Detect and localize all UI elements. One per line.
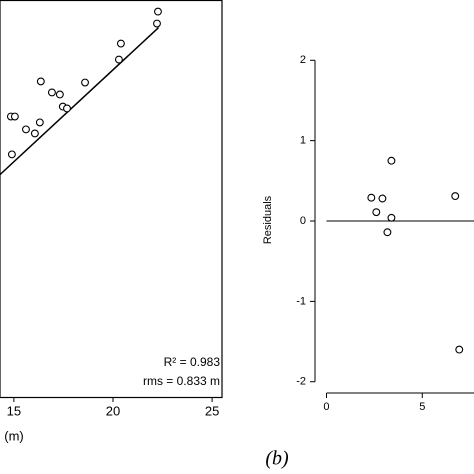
point bbox=[81, 78, 89, 87]
annotation: R² = 0.983 bbox=[164, 355, 221, 369]
x-tick-label: 20 bbox=[106, 403, 120, 418]
point bbox=[378, 194, 387, 203]
point bbox=[35, 118, 44, 127]
point bbox=[451, 192, 460, 201]
y-tick-label: 2 bbox=[300, 54, 306, 66]
point bbox=[154, 7, 162, 16]
point bbox=[7, 150, 16, 159]
point bbox=[47, 88, 56, 97]
point bbox=[10, 112, 19, 121]
annotation: rms = 0.833 m bbox=[143, 374, 220, 388]
point bbox=[153, 19, 161, 28]
point bbox=[387, 156, 396, 165]
x-tick-label: 5 bbox=[419, 401, 425, 413]
x-tick-label: 0 bbox=[323, 401, 329, 413]
y-axis-label: Residuals bbox=[262, 195, 274, 244]
point bbox=[114, 55, 123, 64]
point bbox=[30, 129, 39, 138]
x-tick-label: 25 bbox=[205, 403, 219, 418]
point bbox=[22, 125, 30, 134]
point bbox=[116, 39, 125, 48]
point bbox=[36, 77, 45, 86]
fit-line bbox=[0, 27, 160, 176]
point bbox=[455, 345, 464, 354]
point bbox=[63, 104, 71, 113]
caption: (b) bbox=[265, 448, 289, 470]
point bbox=[55, 90, 64, 99]
plot-frame bbox=[0, 0, 223, 399]
y-tick-label: 1 bbox=[300, 135, 306, 147]
point bbox=[367, 193, 376, 202]
point bbox=[383, 228, 392, 237]
point bbox=[372, 208, 381, 217]
point bbox=[387, 213, 396, 222]
y-tick-label: 0 bbox=[300, 215, 306, 227]
y-tick-label: -1 bbox=[296, 295, 306, 307]
x-axis-label: (m) bbox=[4, 428, 24, 443]
y-tick-label: -2 bbox=[296, 376, 306, 388]
x-tick-label: 15 bbox=[7, 403, 21, 418]
